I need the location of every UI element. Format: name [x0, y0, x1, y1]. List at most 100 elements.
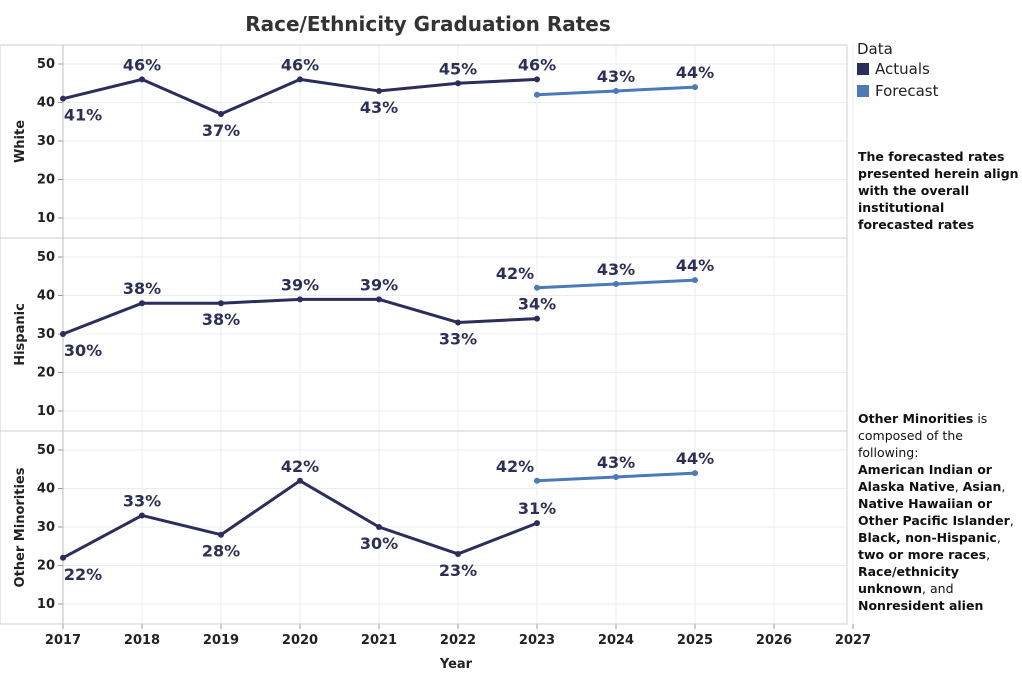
actuals-point — [139, 300, 145, 307]
sep: , — [1001, 479, 1006, 494]
x-tick-label: 2019 — [203, 633, 239, 648]
actuals-point — [534, 520, 540, 527]
actuals-point — [376, 296, 382, 303]
x-axis-title: Year — [439, 657, 473, 672]
actuals-data-label: 46% — [123, 55, 161, 74]
y-tick-label: 40 — [37, 482, 55, 497]
x-tick-label: 2021 — [361, 633, 397, 648]
y-tick-label: 10 — [37, 597, 55, 612]
y-tick-label: 20 — [37, 173, 55, 188]
actuals-data-label: 30% — [64, 341, 102, 360]
actuals-data-label: 37% — [202, 121, 240, 140]
y-tick-label: 20 — [37, 366, 55, 381]
legend-title: Data — [857, 40, 893, 58]
actuals-data-label: 46% — [518, 55, 556, 74]
actuals-point — [60, 554, 66, 561]
x-tick-label: 2027 — [835, 633, 871, 648]
y-tick-label: 30 — [37, 520, 55, 535]
x-tick-label: 2023 — [519, 633, 555, 648]
forecast-data-label: 44% — [676, 63, 714, 82]
forecast-point — [692, 470, 698, 477]
x-tick-label: 2018 — [124, 633, 160, 648]
actuals-data-label: 46% — [281, 55, 319, 74]
group-unknown: Race/ethnicity unknown — [858, 564, 959, 596]
actuals-point — [376, 524, 382, 530]
sep: , — [996, 530, 1001, 545]
sep: , — [954, 479, 963, 494]
minorities-note-lead: Other Minorities — [858, 411, 974, 426]
actuals-data-label: 38% — [123, 279, 161, 298]
sep: , — [1009, 513, 1014, 528]
actuals-data-label: 42% — [281, 457, 319, 476]
y-tick-label: 30 — [37, 134, 55, 149]
actuals-data-label: 41% — [64, 106, 102, 125]
actuals-data-label: 30% — [360, 534, 398, 553]
chart-title: Race/Ethnicity Graduation Rates — [245, 12, 611, 36]
actuals-point — [455, 550, 461, 557]
legend-item-actuals[interactable]: Actuals — [857, 58, 1022, 80]
y-tick-label: 50 — [37, 57, 55, 72]
group-asian: Asian — [962, 479, 1002, 494]
x-tick-label: 2017 — [45, 633, 81, 648]
forecast-data-label: 43% — [597, 260, 635, 279]
y-tick-label: 10 — [37, 211, 55, 226]
forecast-point — [534, 477, 540, 484]
actuals-point — [139, 76, 145, 83]
actuals-point — [297, 296, 303, 303]
panel-title: Hispanic — [13, 303, 28, 366]
actuals-data-label: 23% — [439, 561, 477, 580]
actuals-point — [455, 80, 461, 87]
forecast-point — [613, 87, 619, 94]
actuals-point — [218, 300, 224, 307]
actuals-data-label: 39% — [281, 275, 319, 294]
y-tick-label: 20 — [37, 559, 55, 574]
group-american-indian: American Indian or Alaska Native — [858, 462, 992, 494]
forecast-data-label: 44% — [676, 449, 714, 468]
forecast-point — [692, 84, 698, 91]
group-native-hawaiian: Native Hawaiian or Other Pacific Islande… — [858, 496, 1010, 528]
legend: Data Actuals Forecast — [857, 40, 1022, 102]
forecast-point — [534, 284, 540, 291]
legend-label-actuals: Actuals — [875, 60, 930, 78]
forecast-swatch — [857, 85, 869, 97]
forecast-data-label: 44% — [676, 256, 714, 275]
actuals-point — [297, 76, 303, 83]
group-nonresident: Nonresident alien — [858, 598, 984, 613]
forecast-data-label: 42% — [496, 264, 534, 283]
y-tick-label: 30 — [37, 327, 55, 342]
x-tick-label: 2026 — [756, 633, 792, 648]
sep: , and — [922, 581, 954, 596]
group-black: Black, non-Hispanic — [858, 530, 997, 545]
actuals-point — [60, 95, 66, 102]
actuals-point — [297, 477, 303, 484]
actuals-swatch — [857, 63, 869, 75]
actuals-data-label: 31% — [518, 499, 556, 518]
x-tick-label: 2022 — [440, 633, 476, 648]
forecast-data-label: 43% — [597, 67, 635, 86]
forecast-point — [613, 280, 619, 287]
actuals-point — [218, 111, 224, 118]
actuals-point — [534, 315, 540, 322]
actuals-data-label: 33% — [123, 491, 161, 510]
minorities-note: Other Minorities is composed of the foll… — [858, 410, 1020, 614]
forecast-note: The forecasted rates presented herein al… — [858, 149, 1019, 232]
actuals-data-label: 38% — [202, 310, 240, 329]
panel-frame — [0, 430, 848, 625]
y-tick-label: 50 — [37, 443, 55, 458]
actuals-point — [455, 319, 461, 326]
actuals-point — [218, 531, 224, 538]
y-tick-label: 40 — [37, 289, 55, 304]
x-tick-label: 2025 — [677, 633, 713, 648]
actuals-data-label: 45% — [439, 59, 477, 78]
panel-title: Other Minorities — [13, 467, 28, 587]
actuals-point — [376, 87, 382, 94]
actuals-data-label: 34% — [518, 295, 556, 314]
actuals-data-label: 28% — [202, 542, 240, 561]
actuals-data-label: 33% — [439, 329, 477, 348]
y-tick-label: 10 — [37, 404, 55, 419]
legend-item-forecast[interactable]: Forecast — [857, 80, 1022, 102]
actuals-data-label: 43% — [360, 98, 398, 117]
legend-label-forecast: Forecast — [875, 82, 939, 100]
forecast-point — [534, 91, 540, 98]
